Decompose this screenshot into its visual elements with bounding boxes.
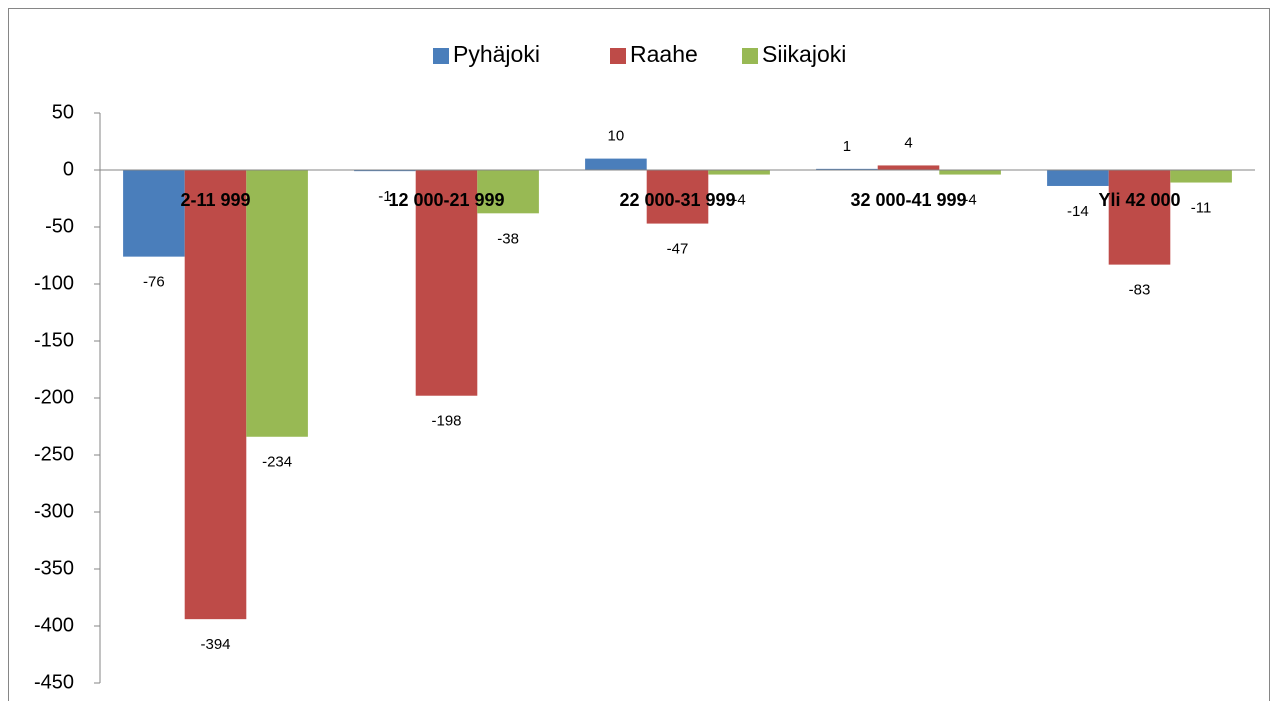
x-tick-label: 2-11 999 — [180, 190, 250, 210]
x-tick-label: 12 000-21 999 — [388, 190, 504, 210]
y-tick-label: 50 — [52, 101, 74, 123]
y-tick-label: -250 — [34, 443, 74, 465]
bar — [246, 170, 308, 437]
bar — [1108, 170, 1171, 265]
value-label: -1 — [378, 188, 391, 205]
y-tick-label: -200 — [34, 386, 74, 408]
legend-label: Pyhäjoki — [453, 41, 540, 67]
x-tick-label: 22 000-31 999 — [619, 190, 735, 210]
y-tick-label: -50 — [45, 215, 74, 237]
bar — [1170, 170, 1232, 183]
legend-swatch — [433, 48, 449, 64]
value-label: -76 — [143, 274, 165, 291]
value-label: 4 — [904, 134, 912, 151]
chart-border — [8, 8, 1270, 701]
y-tick-label: -150 — [34, 329, 74, 351]
value-label: 10 — [608, 128, 625, 145]
bar — [877, 165, 940, 170]
legend-swatch — [742, 48, 758, 64]
y-tick-label: -300 — [34, 500, 74, 522]
bar — [123, 170, 185, 257]
y-tick-label: -450 — [34, 671, 74, 693]
value-label: 1 — [843, 138, 851, 155]
value-label: -14 — [1067, 203, 1089, 220]
value-label: -4 — [732, 192, 745, 209]
bar — [1047, 170, 1109, 186]
value-label: -47 — [667, 241, 689, 258]
bar — [939, 170, 1001, 175]
value-label: -83 — [1129, 282, 1151, 299]
legend-swatch — [610, 48, 626, 64]
legend-label: Siikajoki — [762, 41, 846, 67]
bar — [816, 168, 878, 170]
legend-label: Raahe — [630, 41, 698, 67]
bar — [415, 170, 478, 396]
value-label: -11 — [1191, 200, 1212, 217]
value-label: -234 — [262, 454, 292, 471]
bar — [184, 170, 247, 620]
x-tick-label: 32 000-41 999 — [850, 190, 966, 210]
bar — [354, 170, 416, 172]
y-tick-label: -100 — [34, 272, 74, 294]
bar — [477, 170, 539, 214]
value-label: -4 — [963, 192, 976, 209]
y-tick-label: 0 — [63, 158, 74, 180]
y-tick-label: -400 — [34, 614, 74, 636]
bar — [646, 170, 709, 224]
y-tick-label: -350 — [34, 557, 74, 579]
value-label: -394 — [200, 636, 230, 653]
value-label: -38 — [497, 230, 519, 247]
bar — [585, 158, 647, 170]
value-label: -198 — [431, 413, 461, 430]
bar — [708, 170, 770, 175]
x-tick-label: Yli 42 000 — [1098, 190, 1180, 210]
